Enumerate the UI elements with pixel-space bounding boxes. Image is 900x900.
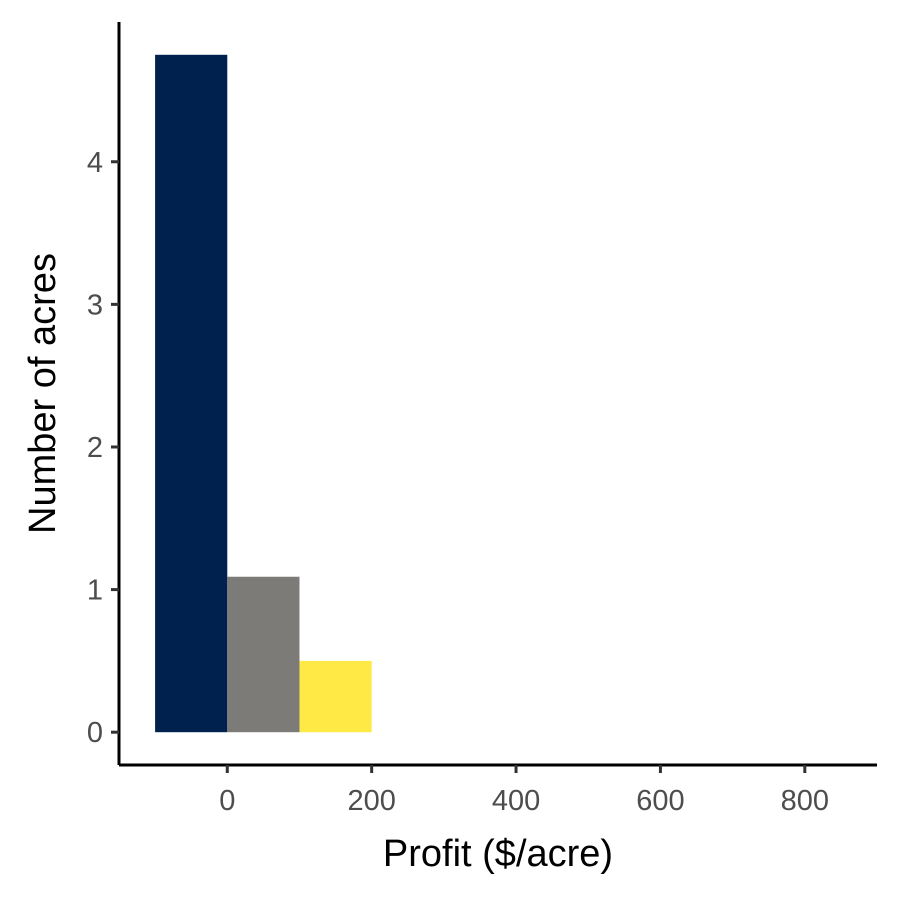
histogram-bar-3 <box>299 660 372 733</box>
x-axis-title: Profit ($/acre) <box>383 833 613 875</box>
x-tick-label: 0 <box>219 785 235 817</box>
histogram-bar-2 <box>227 576 300 733</box>
bars-layer <box>155 54 372 733</box>
x-tick-label: 800 <box>781 785 829 817</box>
x-tick-label: 600 <box>636 785 684 817</box>
y-axis: 0 1 2 3 4 <box>87 22 121 765</box>
x-tick-label: 400 <box>492 785 540 817</box>
x-tick-label: 200 <box>347 785 395 817</box>
y-tick-label: 4 <box>87 147 103 179</box>
y-tick-label: 3 <box>87 289 103 321</box>
y-axis-title: Number of acres <box>22 253 64 534</box>
x-axis: 0 200 400 600 800 <box>119 763 877 817</box>
y-tick-label: 1 <box>87 575 103 607</box>
y-tick-label: 0 <box>87 717 103 749</box>
histogram-bar-1 <box>155 54 228 733</box>
y-tick-label: 2 <box>87 432 103 464</box>
